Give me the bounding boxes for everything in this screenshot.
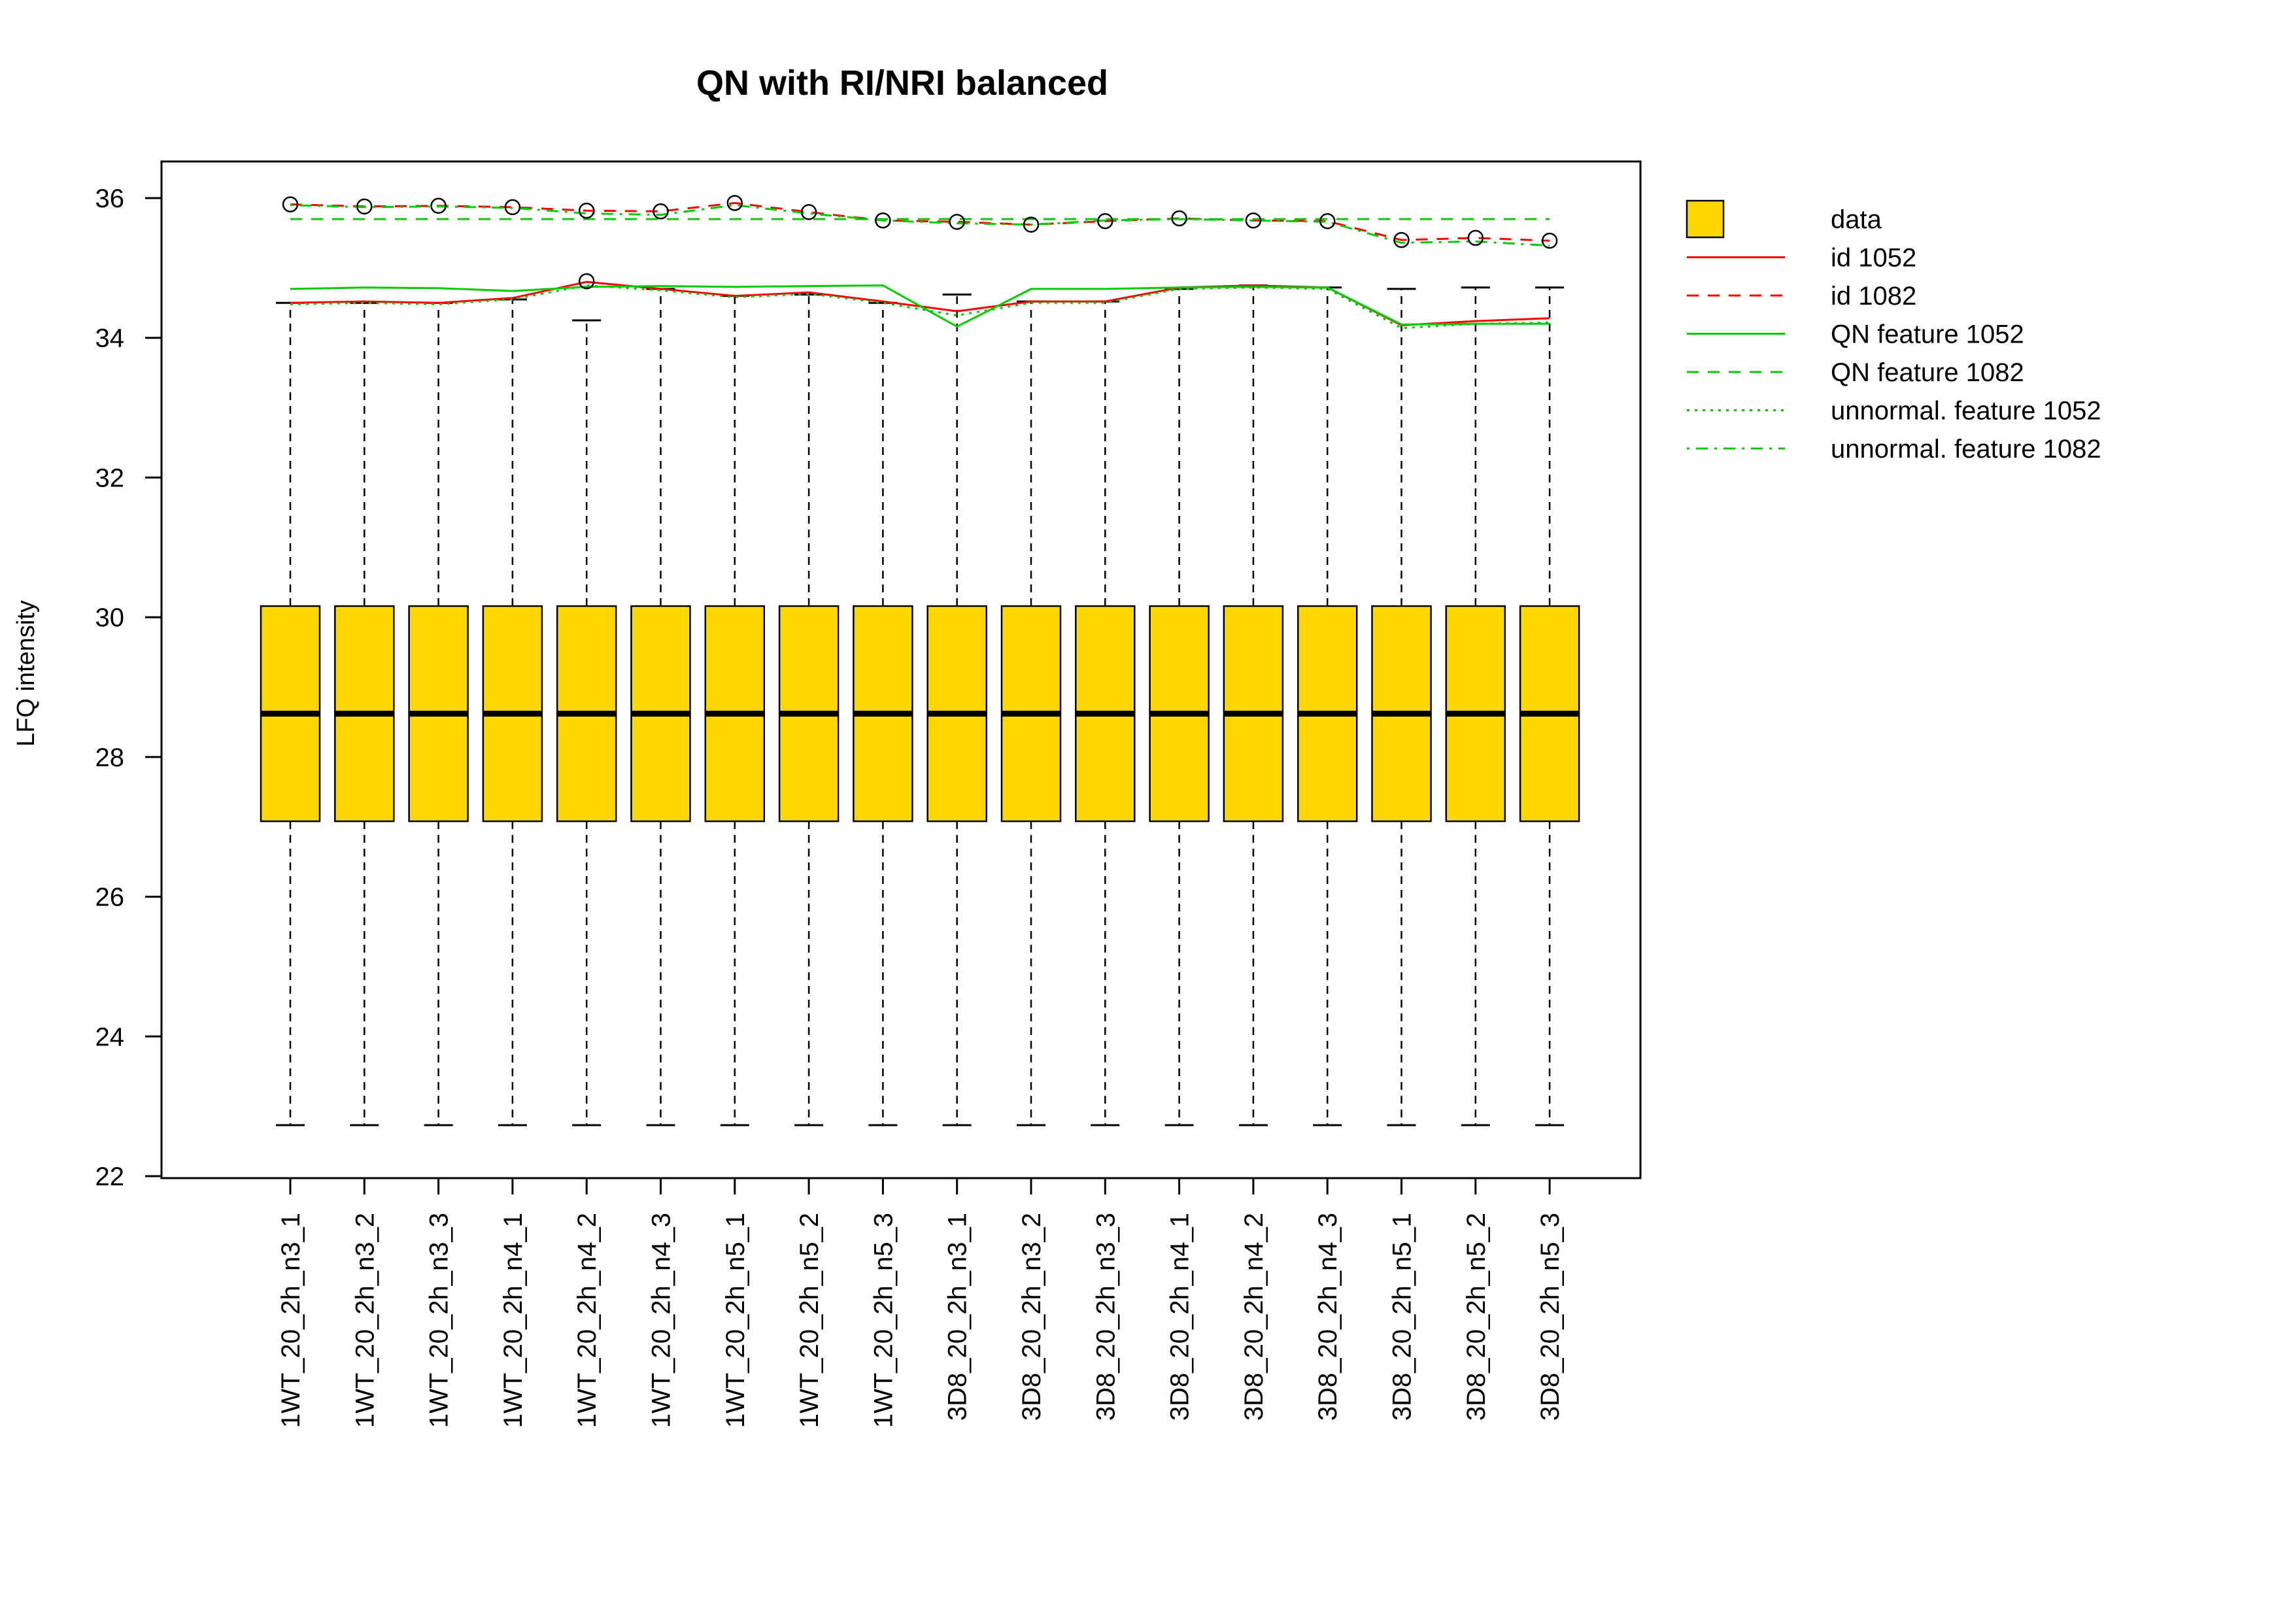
- x-tick-label: 3D8_20_2h_n5_1: [1388, 1213, 1417, 1421]
- outlier-point: [726, 195, 743, 211]
- outlier-point: [578, 202, 595, 219]
- x-tick-label: 1WT_20_2h_n5_1: [721, 1213, 750, 1428]
- legend: data id 1052 id 1082 QN feature 1052 QN feat…: [1686, 199, 2101, 464]
- x-tick-label: 3D8_20_2h_n4_2: [1240, 1213, 1268, 1421]
- legend-item-3: id 1082: [1687, 282, 1916, 311]
- x-tick-label: 1WT_20_2h_n5_3: [869, 1213, 898, 1428]
- box-17: [1445, 286, 1506, 1126]
- box-6: [630, 288, 691, 1126]
- legend-item-5: QN feature 1082: [1687, 358, 2024, 387]
- y-tick-label: 36: [95, 184, 125, 213]
- y-tick-label: 32: [95, 464, 125, 492]
- series-lines: [290, 201, 1550, 330]
- outlier-point: [1541, 232, 1558, 249]
- box-11: [1000, 300, 1062, 1126]
- legend-label: id 1082: [1831, 282, 1916, 311]
- series-line-6: [290, 204, 1550, 247]
- chart-title: QN with RI/NRI balanced: [696, 63, 1108, 103]
- outlier-point: [653, 203, 669, 220]
- outlier-point: [282, 196, 299, 212]
- x-tick-label: 1WT_20_2h_n3_2: [350, 1213, 379, 1428]
- outlier-point: [430, 197, 447, 214]
- outlier-point: [1097, 213, 1113, 229]
- outlier-point: [356, 198, 373, 215]
- legend-label: data: [1831, 205, 1882, 234]
- box-15: [1297, 286, 1358, 1126]
- box-9: [853, 301, 913, 1126]
- outlier-point: [949, 214, 965, 230]
- x-tick-label: 1WT_20_2h_n3_1: [277, 1213, 305, 1428]
- box-12: [1075, 300, 1136, 1126]
- x-tick-label: 1WT_20_2h_n3_3: [425, 1213, 454, 1428]
- y-tick-label: 26: [95, 883, 125, 912]
- outlier-point: [1171, 210, 1187, 227]
- series-line-2: [290, 201, 1550, 242]
- box-4: [482, 298, 543, 1126]
- legend-label: unnormal. feature 1082: [1831, 435, 2101, 464]
- box-5: [556, 319, 617, 1126]
- outlier-point: [578, 273, 595, 290]
- legend-label: QN feature 1052: [1831, 320, 2024, 349]
- x-tick-label: 1WT_20_2h_n4_3: [647, 1213, 676, 1428]
- y-tick-label: 28: [95, 743, 125, 772]
- x-tick-label: 3D8_20_2h_n4_3: [1314, 1213, 1342, 1421]
- legend-item-7: unnormal. feature 1082: [1687, 435, 2101, 464]
- x-tick-label: 3D8_20_2h_n3_2: [1017, 1213, 1046, 1421]
- legend-item-2: id 1052: [1687, 244, 1916, 273]
- outlier-point: [1393, 231, 1410, 248]
- box-13: [1149, 288, 1210, 1126]
- y-tick-label: 22: [95, 1162, 125, 1191]
- box-7: [704, 295, 766, 1126]
- legend-label: unnormal. feature 1052: [1831, 397, 2101, 426]
- y-tick-label: 30: [95, 603, 125, 632]
- outlier-point: [875, 212, 891, 229]
- x-tick-label: 3D8_20_2h_n5_3: [1536, 1213, 1565, 1421]
- x-tick-label: 1WT_20_2h_n4_1: [499, 1213, 528, 1428]
- series-line-3: [290, 284, 1550, 328]
- outlier-point: [504, 199, 521, 216]
- box-3: [408, 301, 469, 1126]
- box-14: [1223, 284, 1284, 1126]
- legend-item-6: unnormal. feature 1052: [1687, 397, 2101, 426]
- legend-label: id 1052: [1831, 244, 1916, 273]
- legend-label: QN feature 1082: [1831, 358, 2024, 387]
- y-tick-label: 34: [95, 324, 125, 353]
- box-2: [334, 301, 395, 1126]
- outlier-point: [1319, 213, 1336, 229]
- box-1: [260, 301, 321, 1126]
- x-tick-label: 1WT_20_2h_n5_2: [795, 1213, 824, 1428]
- legend-swatch: [1686, 199, 1725, 239]
- x-axis: 1WT_20_2h_n3_1 1WT_20_2h_n3_2 1WT_20_2h_n3…: [277, 1177, 1565, 1428]
- box-10: [926, 293, 987, 1126]
- x-tick-label: 1WT_20_2h_n4_2: [573, 1213, 602, 1428]
- y-axis: 22 24 26 28 30 32 34 36: [95, 184, 163, 1191]
- outlier-point: [1245, 212, 1262, 229]
- legend-item-4: QN feature 1052: [1687, 320, 2024, 349]
- box-8: [778, 293, 840, 1126]
- outlier-point: [800, 204, 817, 220]
- legend-item-1: data: [1686, 199, 1882, 239]
- y-axis-label: LFQ intensity: [12, 600, 40, 747]
- x-tick-label: 3D8_20_2h_n3_1: [943, 1213, 972, 1421]
- y-tick-label: 24: [95, 1023, 125, 1051]
- boxes: [260, 284, 1580, 1126]
- x-tick-label: 3D8_20_2h_n3_3: [1091, 1213, 1120, 1421]
- outlier-point: [1467, 229, 1484, 246]
- outlier-point: [1023, 216, 1040, 233]
- x-tick-label: 3D8_20_2h_n5_2: [1462, 1213, 1491, 1421]
- box-16: [1371, 288, 1432, 1126]
- outliers: [282, 195, 1558, 290]
- x-tick-label: 3D8_20_2h_n4_1: [1166, 1213, 1195, 1421]
- box-18: [1519, 286, 1580, 1126]
